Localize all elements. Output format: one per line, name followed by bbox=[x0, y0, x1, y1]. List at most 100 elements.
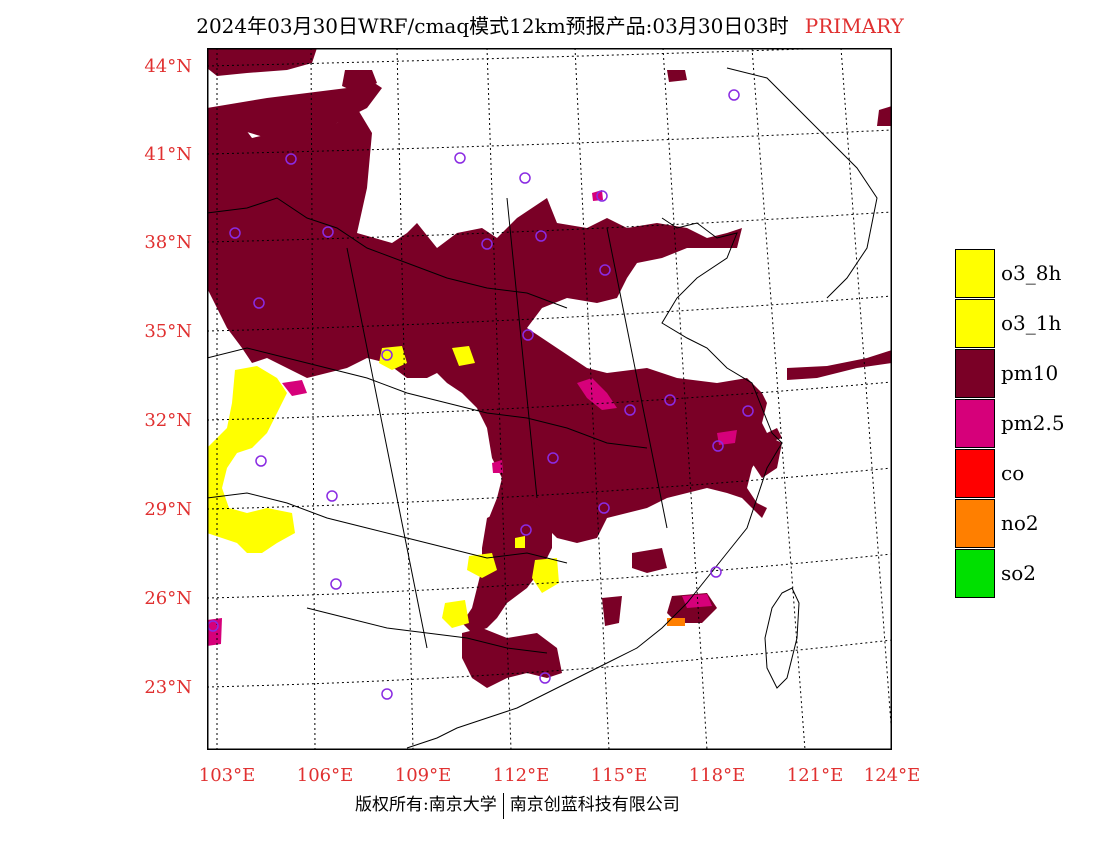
lon-line-106 bbox=[310, 48, 316, 750]
province-line-1 bbox=[207, 197, 568, 309]
pm25-spot-7 bbox=[492, 460, 503, 473]
pm10-top-right bbox=[667, 70, 687, 82]
lat-line-35 bbox=[207, 295, 892, 332]
lon-label-109: 109°E bbox=[394, 765, 452, 786]
lat-line-23 bbox=[207, 639, 892, 688]
pm25-spot-4 bbox=[682, 594, 712, 608]
station-marker bbox=[330, 578, 342, 590]
o3-south-1 bbox=[467, 553, 497, 578]
graticule bbox=[207, 48, 892, 750]
legend-label: no2 bbox=[1001, 511, 1039, 535]
pm10-northwest bbox=[207, 78, 382, 143]
station-marker bbox=[624, 404, 636, 416]
pm10-south-blob bbox=[462, 498, 552, 633]
lat-line-32 bbox=[207, 381, 892, 421]
legend-item-o3-8h: o3_8h bbox=[955, 248, 1065, 298]
station-marker bbox=[728, 89, 740, 101]
o3-southwest bbox=[207, 366, 295, 553]
legend-swatch bbox=[955, 298, 995, 348]
lat-line-29 bbox=[207, 467, 892, 510]
taiwan-outline bbox=[764, 587, 800, 689]
province-line-3 bbox=[207, 492, 568, 564]
station-marker bbox=[229, 227, 241, 239]
legend-label: co bbox=[1001, 461, 1025, 485]
station-marker bbox=[519, 172, 531, 184]
station-marker bbox=[539, 672, 551, 684]
footer-right: 南京创蓝科技有限公司 bbox=[509, 795, 680, 815]
map-area bbox=[207, 48, 892, 750]
map-title: 2024年03月30日WRF/cmaq模式12km预报产品:03月30日03时 P… bbox=[0, 10, 1100, 39]
map-border bbox=[207, 48, 892, 750]
coastline bbox=[406, 217, 783, 749]
pm10-southeast-patch-2 bbox=[602, 596, 622, 626]
lon-label-115: 115°E bbox=[590, 765, 648, 786]
no2-patch bbox=[667, 618, 685, 626]
lat-line-44 bbox=[207, 48, 849, 67]
lon-line-112 bbox=[486, 48, 512, 750]
station-marker bbox=[596, 190, 608, 202]
lon-line-109 bbox=[396, 48, 414, 750]
legend-item-so2: so2 bbox=[955, 548, 1065, 598]
station-marker bbox=[547, 452, 559, 464]
northeast-border bbox=[726, 67, 878, 299]
station-marker bbox=[255, 455, 267, 467]
boundaries bbox=[207, 67, 878, 749]
legend-swatch bbox=[955, 548, 995, 598]
station-marker bbox=[535, 230, 547, 242]
pm25-regions bbox=[207, 190, 737, 646]
lat-label-23: 23°N bbox=[144, 677, 192, 698]
o3-south-3 bbox=[442, 600, 469, 628]
legend-item-co: co bbox=[955, 448, 1065, 498]
lat-line-26 bbox=[207, 553, 892, 599]
station-marker bbox=[381, 349, 393, 361]
footer-separator bbox=[502, 792, 504, 819]
station-marker bbox=[322, 226, 334, 238]
legend-label: so2 bbox=[1001, 561, 1037, 585]
pm25-spot-2 bbox=[282, 380, 307, 396]
title-tag: PRIMARY bbox=[804, 14, 904, 38]
pm10-top-middle bbox=[342, 70, 377, 93]
lat-label-38: 38°N bbox=[144, 232, 192, 253]
lon-line-118 bbox=[662, 48, 708, 750]
station-marker bbox=[598, 502, 610, 514]
station-marker bbox=[710, 566, 722, 578]
lon-line-124 bbox=[840, 48, 892, 739]
pm25-spot-6 bbox=[717, 430, 737, 445]
legend-label: pm2.5 bbox=[1001, 411, 1065, 435]
lat-label-29: 29°N bbox=[144, 499, 192, 520]
pm10-north-region bbox=[207, 108, 782, 543]
station-marker bbox=[712, 440, 724, 452]
lon-label-124: 124°E bbox=[863, 765, 921, 786]
station-marker bbox=[481, 238, 493, 250]
o3-south-2 bbox=[532, 558, 559, 593]
title-text: 2024年03月30日WRF/cmaq模式12km预报产品:03月30日03时 bbox=[196, 14, 789, 38]
legend-label: o3_8h bbox=[1001, 261, 1062, 285]
lat-line-38 bbox=[207, 211, 892, 243]
legend-item-pm10: pm10 bbox=[955, 348, 1065, 398]
lon-label-118: 118°E bbox=[688, 765, 746, 786]
lat-label-44: 44°N bbox=[144, 56, 192, 77]
province-line-5 bbox=[346, 247, 428, 649]
lon-label-121: 121°E bbox=[786, 765, 844, 786]
o3-mid-1 bbox=[379, 346, 407, 370]
lat-label-26: 26°N bbox=[144, 588, 192, 609]
pm10-right-strip bbox=[787, 350, 892, 380]
lon-line-115 bbox=[574, 48, 610, 750]
legend-item-pm2-5: pm2.5 bbox=[955, 398, 1065, 448]
footer-left: 版权所有:南京大学 bbox=[355, 795, 497, 815]
o3-mid-2 bbox=[452, 346, 475, 366]
lon-label-112: 112°E bbox=[492, 765, 550, 786]
pm10-southeast-patch bbox=[632, 548, 667, 573]
legend-swatch bbox=[955, 398, 995, 448]
lat-label-41: 41°N bbox=[144, 144, 192, 165]
station-marker bbox=[381, 688, 393, 700]
station-markers bbox=[207, 89, 754, 700]
pm25-spot-1 bbox=[577, 378, 617, 410]
province-line-2 bbox=[207, 347, 648, 449]
station-marker bbox=[742, 405, 754, 417]
station-marker bbox=[599, 264, 611, 276]
province-line-6 bbox=[506, 197, 538, 499]
legend-swatch bbox=[955, 498, 995, 548]
lon-label-103: 103°E bbox=[198, 765, 256, 786]
province-line-7 bbox=[606, 227, 668, 529]
